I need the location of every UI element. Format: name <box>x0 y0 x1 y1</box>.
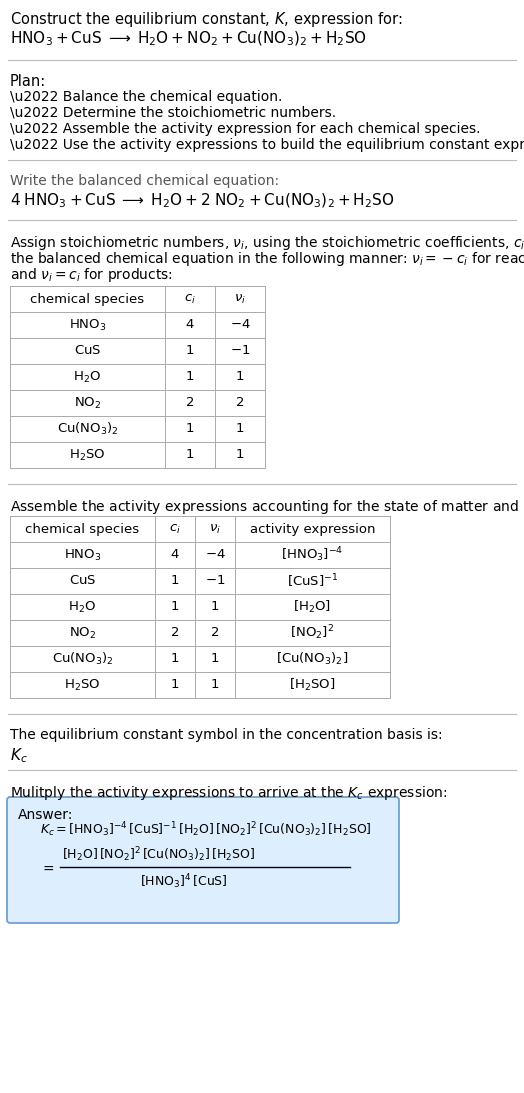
Text: \u2022 Balance the chemical equation.: \u2022 Balance the chemical equation. <box>10 90 282 104</box>
Text: $c_i$: $c_i$ <box>169 522 181 536</box>
Text: $\mathrm{HNO_3 + CuS \;\longrightarrow\; H_2O + NO_2 + Cu(NO_3)_2 + H_2SO}$: $\mathrm{HNO_3 + CuS \;\longrightarrow\;… <box>10 30 367 48</box>
Text: $\mathrm{H_2SO}$: $\mathrm{H_2SO}$ <box>69 447 106 462</box>
Text: $[\mathrm{HNO_3}]^4\,[\mathrm{CuS}]$: $[\mathrm{HNO_3}]^4\,[\mathrm{CuS}]$ <box>140 872 228 892</box>
Text: 1: 1 <box>171 600 179 613</box>
Text: Assemble the activity expressions accounting for the state of matter and $\nu_i$: Assemble the activity expressions accoun… <box>10 498 524 516</box>
Text: 2: 2 <box>236 397 244 410</box>
Text: $\mathrm{HNO_3}$: $\mathrm{HNO_3}$ <box>64 548 101 563</box>
Text: $\mathrm{H_2O}$: $\mathrm{H_2O}$ <box>69 599 96 614</box>
Text: $[\mathrm{H_2O}]\,[\mathrm{NO_2}]^2\,[\mathrm{Cu(NO_3)_2}]\,[\mathrm{H_2SO}]$: $[\mathrm{H_2O}]\,[\mathrm{NO_2}]^2\,[\m… <box>62 846 256 865</box>
Text: 1: 1 <box>211 600 219 613</box>
Text: \u2022 Determine the stoichiometric numbers.: \u2022 Determine the stoichiometric numb… <box>10 106 336 120</box>
Text: 1: 1 <box>171 653 179 666</box>
Text: \u2022 Use the activity expressions to build the equilibrium constant expression: \u2022 Use the activity expressions to b… <box>10 138 524 152</box>
Text: $K_c$: $K_c$ <box>10 747 28 765</box>
Text: $[\mathrm{CuS}]^{-1}$: $[\mathrm{CuS}]^{-1}$ <box>287 573 338 590</box>
Text: and $\nu_i = c_i$ for products:: and $\nu_i = c_i$ for products: <box>10 266 173 284</box>
Text: Write the balanced chemical equation:: Write the balanced chemical equation: <box>10 174 279 188</box>
Text: $[\mathrm{H_2SO}]$: $[\mathrm{H_2SO}]$ <box>289 677 336 693</box>
Text: The equilibrium constant symbol in the concentration basis is:: The equilibrium constant symbol in the c… <box>10 728 443 742</box>
Text: the balanced chemical equation in the following manner: $\nu_i = -c_i$ for react: the balanced chemical equation in the fo… <box>10 250 524 268</box>
Text: 4: 4 <box>171 549 179 562</box>
Text: $-4$: $-4$ <box>205 549 225 562</box>
FancyBboxPatch shape <box>7 797 399 922</box>
Text: 1: 1 <box>171 679 179 692</box>
Text: chemical species: chemical species <box>26 522 139 536</box>
Text: 1: 1 <box>185 344 194 357</box>
Text: Assign stoichiometric numbers, $\nu_i$, using the stoichiometric coefficients, $: Assign stoichiometric numbers, $\nu_i$, … <box>10 234 524 252</box>
Text: 1: 1 <box>185 423 194 435</box>
Text: 1: 1 <box>211 653 219 666</box>
Text: Construct the equilibrium constant, $K$, expression for:: Construct the equilibrium constant, $K$,… <box>10 10 402 30</box>
Text: $[\mathrm{Cu(NO_3)_2}]$: $[\mathrm{Cu(NO_3)_2}]$ <box>276 651 348 667</box>
Text: 1: 1 <box>236 371 244 384</box>
Text: 2: 2 <box>211 626 219 639</box>
Text: $-1$: $-1$ <box>230 344 250 357</box>
Text: $-1$: $-1$ <box>205 575 225 588</box>
Text: $\nu_i$: $\nu_i$ <box>209 522 221 536</box>
Text: $\nu_i$: $\nu_i$ <box>234 293 246 306</box>
Text: 1: 1 <box>185 448 194 461</box>
Text: $c_i$: $c_i$ <box>184 293 196 306</box>
Text: Plan:: Plan: <box>10 74 46 89</box>
Text: \u2022 Assemble the activity expression for each chemical species.: \u2022 Assemble the activity expression … <box>10 122 481 136</box>
Text: 1: 1 <box>211 679 219 692</box>
Text: 2: 2 <box>171 626 179 639</box>
Text: 1: 1 <box>236 448 244 461</box>
Text: $[\mathrm{H_2O}]$: $[\mathrm{H_2O}]$ <box>293 599 332 615</box>
Text: activity expression: activity expression <box>250 522 375 536</box>
Text: $K_c = [\mathrm{HNO_3}]^{-4}\,[\mathrm{CuS}]^{-1}\,[\mathrm{H_2O}]\,[\mathrm{NO_: $K_c = [\mathrm{HNO_3}]^{-4}\,[\mathrm{C… <box>40 821 372 839</box>
Text: Mulitply the activity expressions to arrive at the $K_c$ expression:: Mulitply the activity expressions to arr… <box>10 784 447 802</box>
Text: 1: 1 <box>171 575 179 588</box>
Text: $\mathrm{4\;HNO_3 + CuS \;\longrightarrow\; H_2O + 2\;NO_2 + Cu(NO_3)_2 + H_2SO}: $\mathrm{4\;HNO_3 + CuS \;\longrightarro… <box>10 192 395 210</box>
Text: $\mathrm{NO_2}$: $\mathrm{NO_2}$ <box>69 625 96 640</box>
Text: 1: 1 <box>185 371 194 384</box>
Text: $[\mathrm{NO_2}]^2$: $[\mathrm{NO_2}]^2$ <box>290 624 334 643</box>
Text: 4: 4 <box>186 318 194 331</box>
Text: $\mathrm{CuS}$: $\mathrm{CuS}$ <box>74 344 101 357</box>
Text: $\mathrm{H_2SO}$: $\mathrm{H_2SO}$ <box>64 678 101 693</box>
Text: $-4$: $-4$ <box>230 318 250 331</box>
Text: $[\mathrm{HNO_3}]^{-4}$: $[\mathrm{HNO_3}]^{-4}$ <box>281 545 344 564</box>
Text: 2: 2 <box>185 397 194 410</box>
Text: $\mathrm{Cu(NO_3)_2}$: $\mathrm{Cu(NO_3)_2}$ <box>52 651 113 667</box>
Text: $=$: $=$ <box>40 861 55 875</box>
Text: Answer:: Answer: <box>18 808 73 822</box>
Text: $\mathrm{H_2O}$: $\mathrm{H_2O}$ <box>73 369 102 385</box>
Text: $\mathrm{Cu(NO_3)_2}$: $\mathrm{Cu(NO_3)_2}$ <box>57 421 118 437</box>
Text: $\mathrm{HNO_3}$: $\mathrm{HNO_3}$ <box>69 317 106 332</box>
Text: 1: 1 <box>236 423 244 435</box>
Text: $\mathrm{CuS}$: $\mathrm{CuS}$ <box>69 575 96 588</box>
Text: $\mathrm{NO_2}$: $\mathrm{NO_2}$ <box>74 396 101 411</box>
Text: chemical species: chemical species <box>30 293 145 306</box>
